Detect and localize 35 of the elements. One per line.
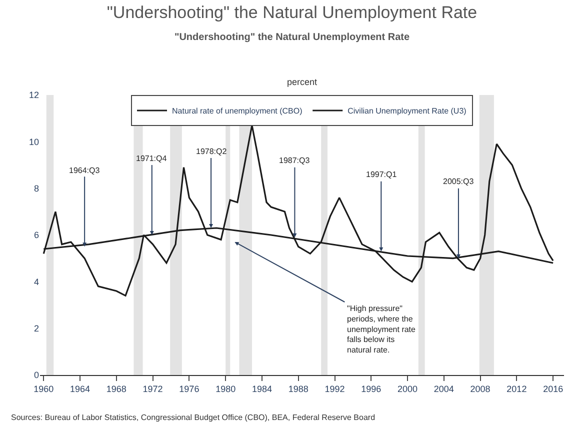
y-tick-label: 10 <box>28 136 39 147</box>
x-tick-label: 2016 <box>543 384 564 394</box>
y-tick-label: 6 <box>34 230 39 240</box>
annotation: 1997:Q1 <box>366 170 398 179</box>
source-note: Sources: Bureau of Labor Statistics, Congressional Budget Office (CBO), BEA, Federal Reserve Board <box>11 413 376 422</box>
legend-label: Natural rate of unemployment (CBO) <box>172 106 303 116</box>
legend-label: Civilian Unemployment Rate (U3) <box>348 106 467 116</box>
x-tick-label: 1984 <box>252 384 272 394</box>
x-tick-label: 1960 <box>34 384 54 394</box>
annotation: 2005:Q3 <box>443 177 474 186</box>
annotation: 1987:Q3 <box>279 156 310 165</box>
x-tick-label: 1976 <box>179 384 200 394</box>
x-tick-label: 2004 <box>434 384 454 394</box>
chart-subtitle: "Undershooting" the Natural Unemployment Rate <box>174 32 410 43</box>
x-tick-label: 1980 <box>216 384 236 394</box>
y-tick-label: 0 <box>34 370 39 380</box>
chart-title: "Undershooting" the Natural Unemployment Rate <box>106 2 478 22</box>
annotation: 1971:Q4 <box>136 154 168 163</box>
x-tick-label: 1968 <box>106 384 126 394</box>
x-tick-label: 1964 <box>70 384 90 394</box>
x-tick-label: 1992 <box>324 384 345 394</box>
x-tick-label: 2000 <box>398 384 418 394</box>
x-tick-label: 1972 <box>142 384 163 394</box>
annotation: 1978:Q2 <box>196 147 228 156</box>
y-axis-title: percent <box>287 77 318 87</box>
y-tick-label: 12 <box>28 90 39 100</box>
x-tick-label: 2008 <box>470 384 490 394</box>
x-tick-label: 2012 <box>506 384 527 394</box>
x-tick-label: 1988 <box>288 384 308 394</box>
annotation: "High pressure" periods, where the unemployment rate falls below its natural rate. <box>347 304 416 355</box>
x-tick-label: 1996 <box>361 384 382 394</box>
y-tick-label: 2 <box>34 323 39 334</box>
annotation: 1964:Q3 <box>69 166 100 175</box>
y-tick-label: 8 <box>34 183 39 194</box>
y-tick-label: 4 <box>34 276 39 287</box>
